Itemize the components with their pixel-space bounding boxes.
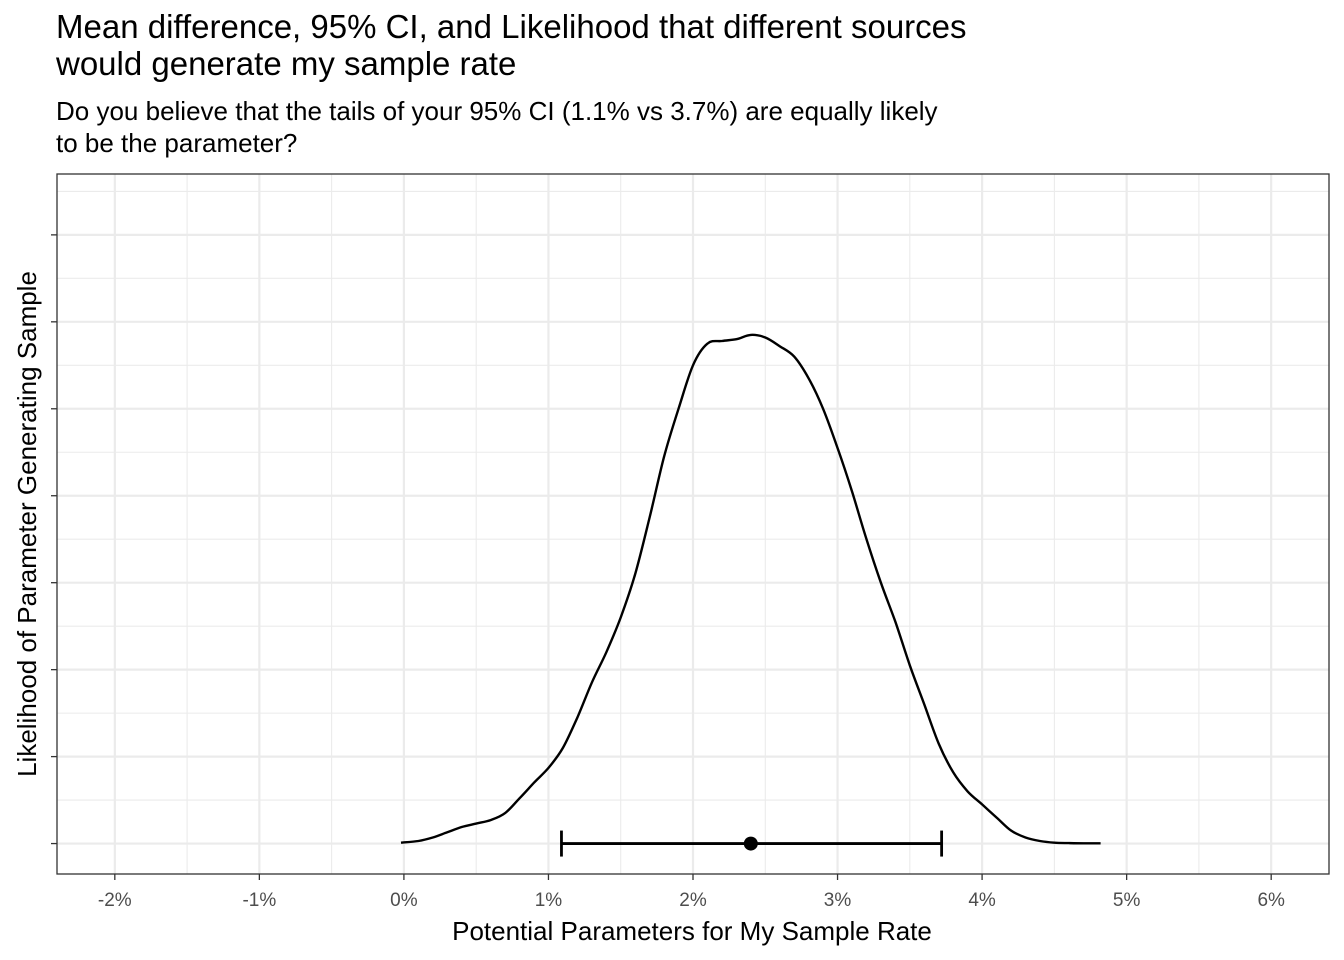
- x-tick-label: 4%: [968, 890, 996, 911]
- chart-title-line: Mean difference, 95% CI, and Likelihood …: [56, 8, 967, 45]
- chart-subtitle-line: to be the parameter?: [56, 128, 298, 158]
- gridlines: [57, 174, 1329, 874]
- x-axis: -2% -1% 0% 1% 2% 3% 4% 5% 6%: [51, 234, 1285, 911]
- x-tick-label: 5%: [1113, 890, 1141, 911]
- x-tick-label: -2%: [98, 890, 132, 911]
- x-tick-label: 1%: [535, 890, 563, 911]
- data-marks: [400, 333, 1101, 857]
- x-tick-label: 2%: [679, 890, 707, 911]
- density-curve: [400, 333, 1101, 845]
- x-tick-label: 6%: [1257, 890, 1285, 911]
- x-axis-title: Potential Parameters for My Sample Rate: [452, 916, 932, 946]
- x-tick-label: -1%: [242, 890, 276, 911]
- chart-subtitle-line: Do you believe that the tails of your 95…: [56, 96, 938, 126]
- mean-point: [743, 836, 758, 851]
- chart-title: Mean difference, 95% CI, and Likelihood …: [56, 8, 1156, 82]
- chart-subtitle: Do you believe that the tails of your 95…: [56, 95, 1156, 159]
- chart-title-line: would generate my sample rate: [56, 45, 517, 82]
- x-tick-label: 0%: [390, 890, 418, 911]
- x-tick-label: 3%: [824, 890, 852, 911]
- y-axis-title: Likelihood of Parameter Generating Sampl…: [12, 271, 42, 777]
